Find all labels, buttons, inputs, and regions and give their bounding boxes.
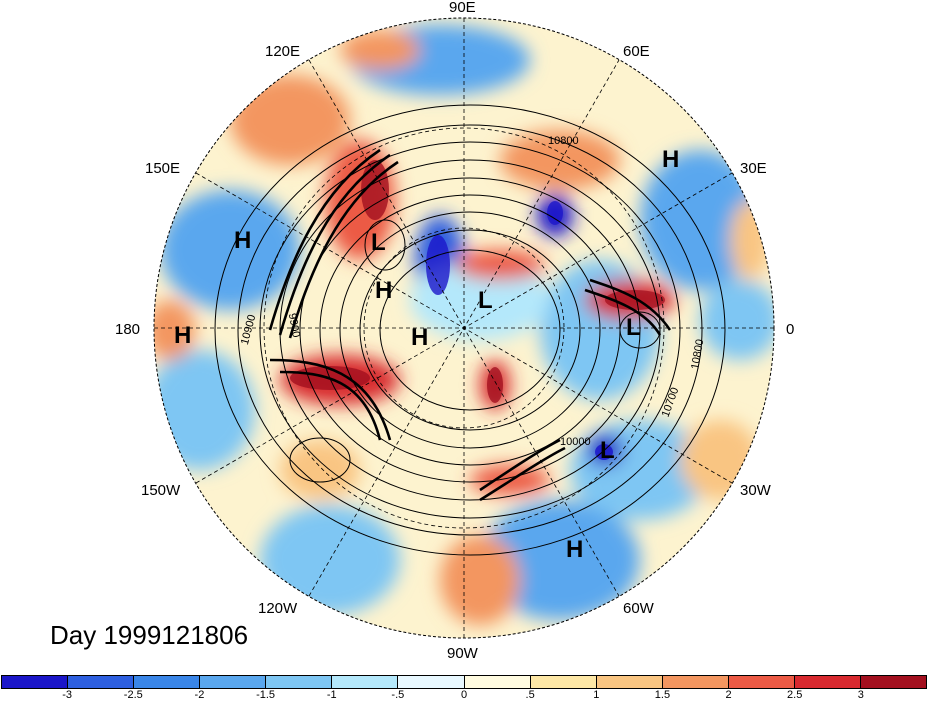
longitude-label-60w: 60W: [623, 600, 655, 617]
polar-stereographic-map: 10800 10900 9900 10800 10700 10000 H H H…: [115, 0, 794, 662]
colorbar-segment: [662, 676, 729, 688]
pressure-center-high: H: [174, 322, 191, 349]
longitude-label-30w: 30W: [740, 482, 772, 499]
jet-contours: [268, 148, 672, 502]
colorbar-segment: [596, 676, 663, 688]
colorbar-tick-label: 3: [857, 689, 864, 701]
colorbar-tick-label: -2: [194, 689, 205, 701]
longitude-label-0: 0: [786, 321, 794, 338]
colorbar-segment: [794, 676, 862, 688]
colorbar-tick-label: -.5: [391, 689, 405, 701]
longitude-label-180: 180: [115, 321, 140, 338]
anomaly-field: [154, 18, 774, 638]
colorbar-segment: [861, 676, 927, 688]
colorbar-tick-label: 1: [593, 689, 600, 701]
graticule: [154, 18, 774, 638]
longitude-label-120e: 120E: [265, 43, 300, 60]
contour-label-10800-north: 10800: [548, 135, 579, 147]
pressure-center-high: H: [411, 324, 428, 351]
pressure-center-low: L: [478, 287, 493, 314]
pressure-center-high: H: [234, 227, 251, 254]
colorbar-tick-label: .5: [525, 689, 535, 701]
contour-label-9900: 9900: [286, 312, 302, 338]
pressure-center-high: H: [375, 277, 392, 304]
map-title: Day 1999121806: [50, 620, 249, 650]
longitude-label-90w: 90W: [447, 645, 479, 662]
longitude-label-120w: 120W: [258, 600, 298, 617]
longitude-label-90e: 90E: [449, 0, 476, 16]
height-contours: [214, 104, 726, 556]
colorbar-tick-label: 2: [725, 689, 732, 701]
colorbar: [1, 675, 927, 689]
colorbar-segment: [464, 676, 531, 688]
colorbar-tick-label: 0: [460, 689, 468, 701]
colorbar-segment: [530, 676, 597, 688]
colorbar-tick-labels: -3 -2.5 -2 -1.5 -1 -.5 0 .5 1 1.5 2 2.5 3: [0, 689, 928, 702]
colorbar-segment: [200, 676, 267, 688]
colorbar-tick-label: -1.5: [256, 689, 276, 701]
colorbar-segment: [2, 676, 69, 688]
longitude-label-150w: 150W: [141, 482, 181, 499]
colorbar-segment: [134, 676, 201, 688]
pressure-center-high: H: [566, 536, 583, 563]
colorbar-segment: [68, 676, 135, 688]
pressure-center-low: L: [600, 437, 615, 464]
pressure-center-low: L: [626, 314, 641, 341]
colorbar-segment: [266, 676, 333, 688]
colorbar-tick-label: -3: [62, 689, 73, 701]
colorbar-tick-label: 2.5: [787, 689, 803, 701]
contour-label-10000: 10000: [560, 436, 591, 448]
longitude-label-30e: 30E: [740, 160, 767, 177]
colorbar-tick-label: 1.5: [654, 689, 671, 701]
colorbar-tick-label: -1: [326, 689, 337, 701]
colorbar-tick-label: -2.5: [123, 689, 143, 701]
colorbar-segment: [728, 676, 795, 688]
colorbar-segment: [398, 676, 465, 688]
contour-label-10800-east: 10800: [689, 338, 706, 370]
longitude-label-60e: 60E: [623, 43, 650, 60]
pressure-center-high: H: [662, 146, 679, 173]
colorbar-segment: [332, 676, 399, 688]
longitude-label-150e: 150E: [145, 160, 180, 177]
pressure-center-low: L: [371, 229, 386, 256]
map-boundary: [153, 17, 775, 639]
